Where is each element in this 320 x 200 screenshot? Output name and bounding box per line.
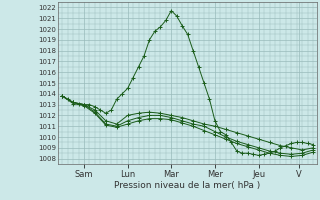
X-axis label: Pression niveau de la mer( hPa ): Pression niveau de la mer( hPa ) bbox=[114, 181, 260, 190]
